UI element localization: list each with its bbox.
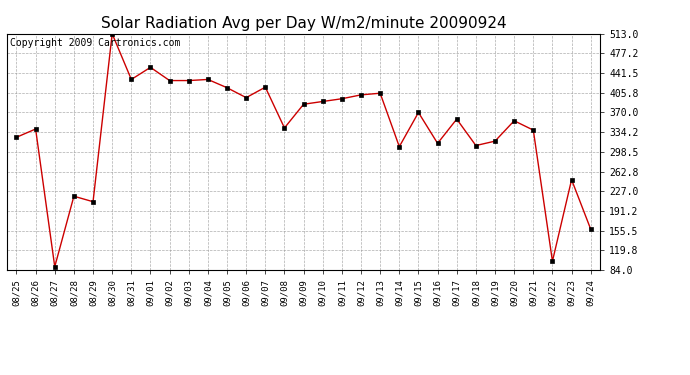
- Title: Solar Radiation Avg per Day W/m2/minute 20090924: Solar Radiation Avg per Day W/m2/minute …: [101, 16, 506, 31]
- Text: Copyright 2009 Cartronics.com: Copyright 2009 Cartronics.com: [10, 39, 180, 48]
